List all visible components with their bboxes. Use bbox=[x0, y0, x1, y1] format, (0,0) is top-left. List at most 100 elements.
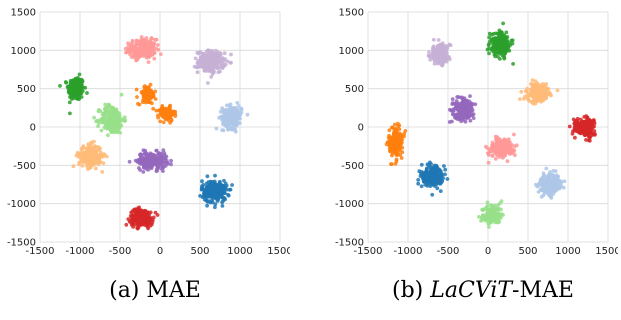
scatter-point-cluster-3 bbox=[461, 101, 466, 106]
scatter-point-cluster-3 bbox=[460, 111, 465, 116]
scatter-point-cluster-9 bbox=[219, 187, 224, 192]
scatter-point-cluster-6 bbox=[497, 155, 502, 159]
scatter-point-cluster-4 bbox=[532, 92, 537, 97]
scatter-point-cluster-4 bbox=[525, 86, 530, 91]
scatter-plot-lacvit-mae: -1500 -1000 -500 0 500 1000 1500 -1500 -1000 -500… bbox=[335, 8, 618, 258]
scatter-point-cluster-4 bbox=[154, 108, 159, 113]
scatter-point-cluster-8 bbox=[550, 172, 555, 177]
x-tick-label: 1000 bbox=[555, 246, 580, 257]
scatter-point-cluster-1 bbox=[142, 38, 146, 43]
scatter-point-cluster-9 bbox=[226, 193, 231, 198]
scatter-point-cluster-2 bbox=[218, 61, 223, 66]
scatter-point-cluster-6 bbox=[225, 121, 230, 125]
x-tick-label: 1500 bbox=[595, 246, 618, 257]
x-tick-label: 500 bbox=[518, 246, 537, 257]
scatter-point-cluster-8 bbox=[141, 170, 146, 174]
scatter-point-cluster-7 bbox=[445, 177, 450, 181]
scatter-point-cluster-8 bbox=[152, 154, 157, 159]
scatter-point-cluster-0 bbox=[75, 81, 80, 85]
scatter-point-cluster-3 bbox=[147, 94, 152, 99]
scatter-point-cluster-10 bbox=[133, 219, 138, 224]
scatter-point-cluster-10 bbox=[126, 217, 131, 222]
scatter-point-cluster-7 bbox=[438, 189, 443, 194]
scatter-point-cluster-9 bbox=[208, 194, 213, 199]
scatter-point-cluster-8 bbox=[169, 158, 174, 163]
scatter-point-cluster-3 bbox=[468, 118, 473, 123]
scatter-point-cluster-9 bbox=[219, 195, 224, 200]
scatter-point-cluster-6 bbox=[221, 119, 226, 124]
scatter-point-cluster-10 bbox=[145, 217, 150, 222]
caption-suffix: -MAE bbox=[512, 278, 574, 303]
scatter-point-cluster-9 bbox=[222, 196, 227, 201]
scatter-point-cluster-0 bbox=[75, 76, 80, 80]
scatter-point-cluster-0 bbox=[442, 54, 447, 59]
caption-italic: LaCViT bbox=[430, 278, 513, 303]
scatter-point-cluster-8 bbox=[127, 159, 132, 164]
scatter-point-cluster-9 bbox=[220, 200, 225, 205]
scatter-point-cluster-2 bbox=[396, 132, 400, 137]
scatter-point-cluster-4 bbox=[168, 105, 172, 110]
scatter-point-cluster-6 bbox=[512, 132, 516, 137]
scatter-point-cluster-4 bbox=[158, 109, 163, 114]
scatter-point-cluster-2 bbox=[198, 56, 203, 60]
scatter-point-cluster-2 bbox=[223, 62, 228, 67]
scatter-point-cluster-8 bbox=[169, 162, 173, 167]
scatter-point-cluster-4 bbox=[519, 89, 524, 94]
scatter-point-cluster-10 bbox=[155, 213, 160, 217]
scatter-point-cluster-0 bbox=[447, 42, 452, 47]
scatter-point-cluster-1 bbox=[138, 46, 142, 50]
scatter-point-cluster-1 bbox=[146, 60, 151, 64]
scatter-point-cluster-5 bbox=[572, 121, 577, 126]
y-tick-label: 1000 bbox=[339, 46, 364, 57]
scatter-point-cluster-8 bbox=[137, 166, 141, 170]
scatter-point-cluster-7 bbox=[87, 166, 92, 170]
scatter-point-cluster-6 bbox=[493, 134, 498, 139]
scatter-point-cluster-2 bbox=[195, 70, 200, 75]
scatter-point-cluster-5 bbox=[116, 129, 121, 133]
scatter-point-cluster-0 bbox=[73, 87, 77, 92]
scatter-point-cluster-7 bbox=[438, 169, 442, 174]
scatter-point-cluster-4 bbox=[535, 89, 540, 94]
scatter-plot-mae: -1500 -1000 -500 0 500 1000 1500 -1500 -1000 -500… bbox=[7, 8, 290, 258]
scatter-point-cluster-10 bbox=[141, 213, 146, 218]
scatter-point-cluster-2 bbox=[208, 58, 212, 63]
caption-prefix: (a) bbox=[109, 278, 147, 303]
scatter-point-cluster-5 bbox=[104, 109, 108, 114]
scatter-point-cluster-2 bbox=[387, 128, 392, 133]
scatter-point-cluster-5 bbox=[98, 109, 103, 114]
scatter-point-cluster-9 bbox=[214, 185, 219, 189]
scatter-point-cluster-7 bbox=[77, 162, 81, 167]
scatter-point-cluster-9 bbox=[213, 173, 217, 178]
scatter-point-cluster-6 bbox=[222, 112, 227, 117]
scatter-point-cluster-8 bbox=[536, 190, 541, 194]
scatter-point-cluster-3 bbox=[461, 106, 466, 111]
scatter-point-cluster-6 bbox=[226, 125, 230, 129]
scatter-point-cluster-5 bbox=[110, 105, 115, 110]
scatter-point-cluster-8 bbox=[140, 155, 144, 160]
scatter-point-cluster-4 bbox=[530, 83, 535, 88]
scatter-point-cluster-5 bbox=[584, 138, 588, 142]
scatter-point-cluster-8 bbox=[539, 182, 544, 187]
scatter-point-cluster-5 bbox=[100, 119, 105, 124]
scatter-point-cluster-0 bbox=[83, 85, 88, 90]
scatter-point-cluster-2 bbox=[206, 81, 210, 85]
scatter-point-cluster-3 bbox=[134, 87, 139, 92]
scatter-point-cluster-7 bbox=[91, 162, 96, 167]
scatter-point-cluster-9 bbox=[481, 218, 485, 222]
scatter-point-cluster-2 bbox=[201, 52, 206, 56]
scatter-point-cluster-6 bbox=[505, 159, 510, 164]
scatter-point-cluster-1 bbox=[141, 50, 146, 55]
scatter-point-cluster-1 bbox=[140, 45, 145, 50]
scatter-point-cluster-8 bbox=[148, 151, 153, 156]
scatter-point-cluster-0 bbox=[79, 81, 84, 86]
scatter-point-cluster-0 bbox=[439, 58, 443, 62]
scatter-point-cluster-9 bbox=[222, 191, 227, 196]
scatter-point-cluster-9 bbox=[200, 186, 205, 191]
scatter-point-cluster-3 bbox=[471, 112, 476, 117]
scatter-point-cluster-6 bbox=[220, 106, 225, 111]
scatter-point-cluster-3 bbox=[141, 98, 146, 102]
scatter-point-cluster-1 bbox=[143, 46, 148, 50]
scatter-point-cluster-9 bbox=[209, 187, 214, 192]
scatter-point-cluster-1 bbox=[504, 30, 509, 35]
scatter-point-cluster-6 bbox=[495, 147, 500, 152]
